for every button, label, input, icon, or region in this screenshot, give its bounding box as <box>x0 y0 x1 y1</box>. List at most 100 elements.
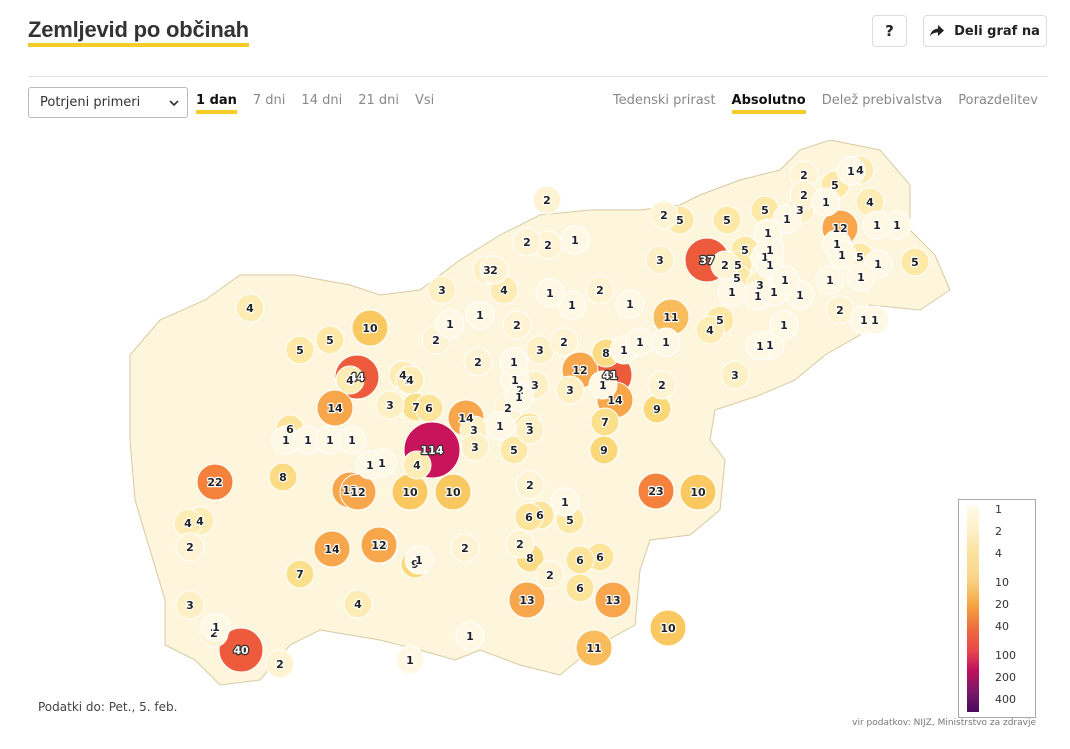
municipality-area[interactable] <box>360 526 398 564</box>
municipality-count-label: 37 <box>699 254 714 267</box>
municipality-area[interactable] <box>375 390 405 420</box>
municipality-area[interactable] <box>505 529 535 559</box>
municipality-area[interactable] <box>313 530 351 568</box>
municipality-area[interactable] <box>343 589 373 619</box>
tab-mode-1[interactable]: Tedenski prirast <box>612 93 716 108</box>
municipality-area[interactable] <box>695 315 725 345</box>
municipality-area[interactable] <box>862 210 892 240</box>
tab-range-1[interactable]: 1 dan <box>196 92 237 114</box>
municipality-area[interactable] <box>717 277 747 307</box>
municipality-area[interactable] <box>575 629 613 667</box>
municipality-area[interactable] <box>827 240 857 270</box>
municipality-area[interactable] <box>465 300 495 330</box>
municipality-area[interactable] <box>402 450 432 480</box>
municipality-area[interactable] <box>414 393 444 423</box>
municipality-area[interactable] <box>395 645 425 675</box>
tab-mode-4[interactable]: Porazdelitev <box>958 93 1038 108</box>
municipality-area[interactable] <box>175 532 205 562</box>
municipality-area[interactable] <box>651 327 681 357</box>
municipality-area[interactable] <box>463 347 493 377</box>
municipality-area[interactable] <box>201 612 231 642</box>
municipality-area[interactable] <box>316 389 354 427</box>
tab-mode-3[interactable]: Delež prebivalstva <box>821 93 943 108</box>
municipality-area[interactable] <box>404 545 434 575</box>
municipality-area[interactable] <box>434 473 472 511</box>
municipality-area[interactable] <box>860 305 890 335</box>
municipality-count-label: 1 <box>796 289 804 302</box>
municipality-area[interactable] <box>815 265 845 295</box>
municipality-area[interactable] <box>550 487 580 517</box>
municipality-area[interactable] <box>590 407 620 437</box>
municipality-area[interactable] <box>339 473 377 511</box>
municipality-area[interactable] <box>710 250 740 280</box>
municipality-area[interactable] <box>175 590 205 620</box>
municipality-area[interactable] <box>532 185 562 215</box>
municipality-area[interactable] <box>585 275 615 305</box>
municipality-area[interactable] <box>594 581 632 619</box>
municipality-area[interactable] <box>508 581 546 619</box>
municipality-area[interactable] <box>745 331 775 361</box>
municipality-area[interactable] <box>565 573 595 603</box>
municipality-area[interactable] <box>900 247 930 277</box>
municipality-area[interactable] <box>315 325 345 355</box>
municipality-area[interactable] <box>846 262 876 292</box>
municipality-area[interactable] <box>836 156 866 186</box>
share-button[interactable]: Deli graf na <box>923 15 1047 47</box>
municipality-area[interactable] <box>337 425 367 455</box>
municipality-area[interactable] <box>514 502 544 532</box>
tab-range-3[interactable]: 14 dni <box>301 93 343 108</box>
metric-select[interactable]: Potrjeni primeri <box>28 87 188 118</box>
municipality-area[interactable] <box>769 310 799 340</box>
municipality-area[interactable] <box>555 375 585 405</box>
municipality-area[interactable] <box>637 472 675 510</box>
municipality-area[interactable] <box>560 225 590 255</box>
municipality-area[interactable] <box>755 235 785 265</box>
municipality-area[interactable] <box>615 289 645 319</box>
municipality-area[interactable] <box>265 649 295 679</box>
municipality-area[interactable] <box>268 462 298 492</box>
municipality-area[interactable] <box>679 473 717 511</box>
municipality-area[interactable] <box>588 370 618 400</box>
municipality-area[interactable] <box>647 370 677 400</box>
municipality-area[interactable] <box>395 365 425 395</box>
municipality-area[interactable] <box>649 200 679 230</box>
municipality-area[interactable] <box>479 255 509 285</box>
municipality-area[interactable] <box>196 463 234 501</box>
municipality-area[interactable] <box>351 309 389 347</box>
municipality-area[interactable] <box>502 310 532 340</box>
municipality-area[interactable] <box>504 382 534 412</box>
municipality-area[interactable] <box>515 470 545 500</box>
municipality-area[interactable] <box>649 609 687 647</box>
municipality-area[interactable] <box>460 432 490 462</box>
municipality-area[interactable] <box>515 415 545 445</box>
municipality-area[interactable] <box>770 265 800 295</box>
municipality-area[interactable] <box>535 278 565 308</box>
municipality-area[interactable] <box>720 360 750 390</box>
municipality-area[interactable] <box>499 435 529 465</box>
municipality-area[interactable] <box>549 327 579 357</box>
tab-mode-2[interactable]: Absolutno <box>731 92 806 114</box>
municipality-area[interactable] <box>218 627 264 673</box>
tab-range-5[interactable]: Vsi <box>414 93 435 108</box>
municipality-area[interactable] <box>485 411 515 441</box>
tab-range-2[interactable]: 7 dni <box>252 93 286 108</box>
municipality-area[interactable] <box>285 335 315 365</box>
municipality-area[interactable] <box>455 621 485 651</box>
help-button[interactable]: ? <box>872 15 907 47</box>
municipality-count-label: 12 <box>371 539 386 552</box>
municipality-area[interactable] <box>235 293 265 323</box>
municipality-area[interactable] <box>335 365 365 395</box>
municipality-area[interactable] <box>450 533 480 563</box>
municipality-area[interactable] <box>811 187 841 217</box>
municipality-area[interactable] <box>535 560 565 590</box>
municipality-area[interactable] <box>645 245 675 275</box>
municipality-area[interactable] <box>285 559 315 589</box>
municipality-area[interactable] <box>512 227 542 257</box>
tab-range-4[interactable]: 21 dni <box>358 93 399 108</box>
municipality-area[interactable] <box>499 347 529 377</box>
municipality-area[interactable] <box>435 309 465 339</box>
municipality-area[interactable] <box>712 205 742 235</box>
municipality-count-label: 2 <box>461 542 469 555</box>
municipality-area[interactable] <box>355 450 385 480</box>
municipality-area[interactable] <box>427 275 457 305</box>
